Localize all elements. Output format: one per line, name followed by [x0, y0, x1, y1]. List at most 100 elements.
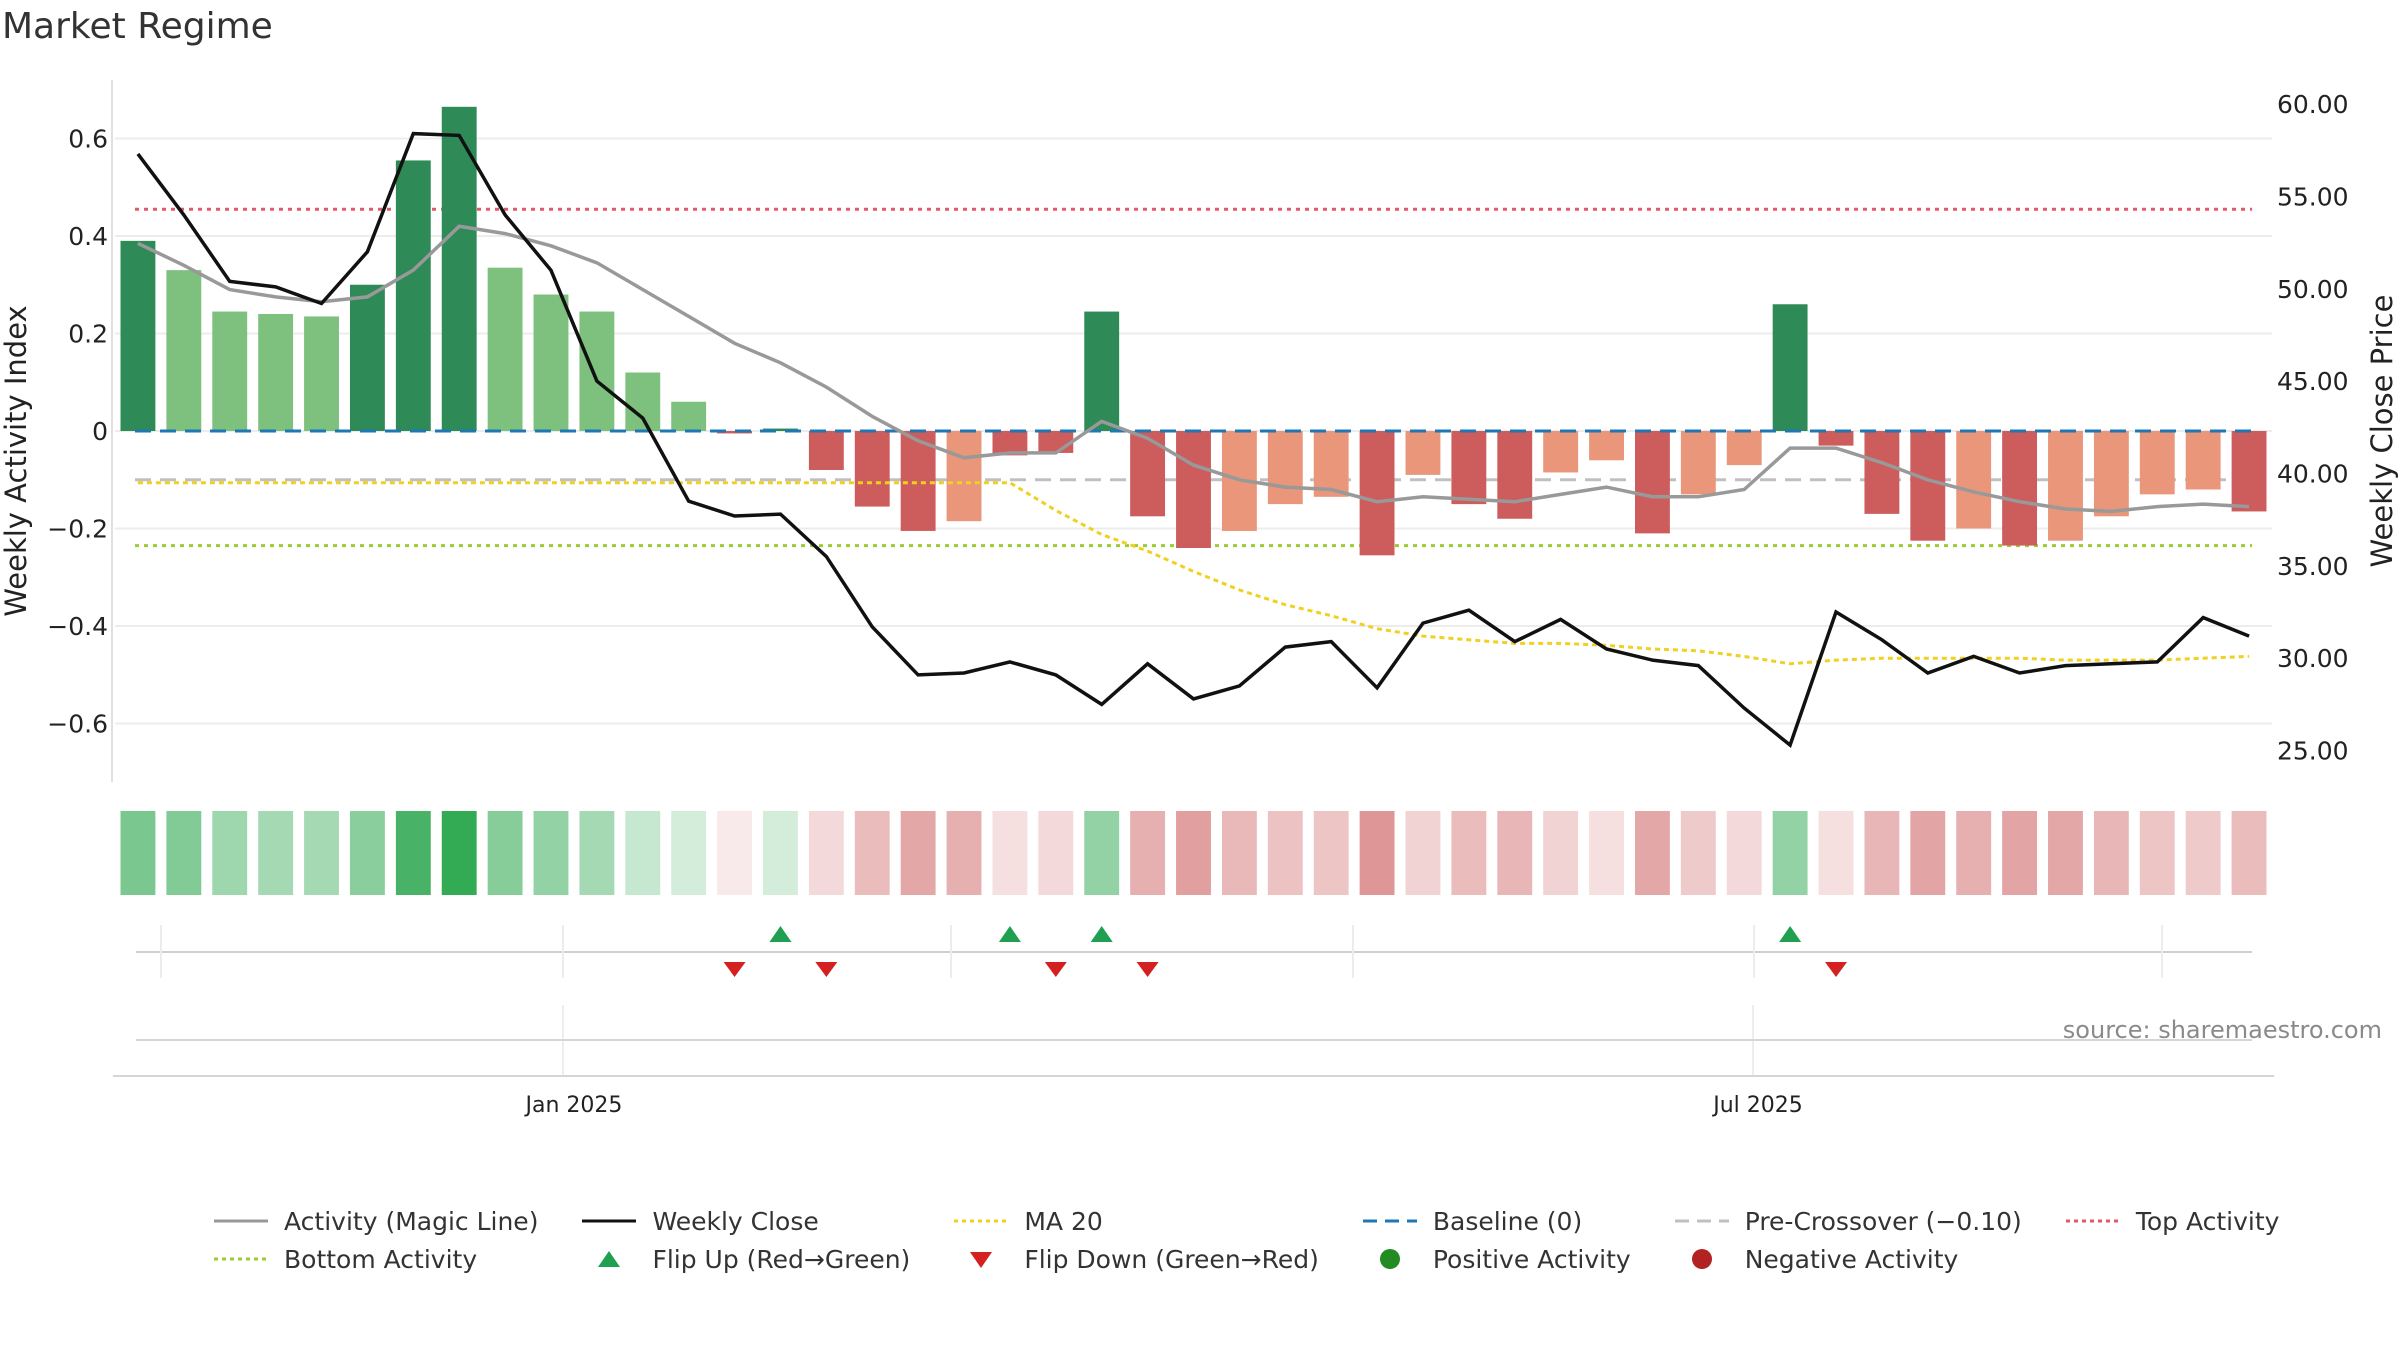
- market-regime-chart: −0.6 −0.4 −0.2 0 0.2 0.4 0.6 25.00 30.00 35.00 40.…: [0, 80, 2399, 1118]
- legend-label: Bottom Activity: [284, 1244, 478, 1274]
- legend-item: Weekly Close: [578, 1206, 910, 1236]
- activity-bar: [1038, 431, 1074, 453]
- regime-cell: [808, 811, 844, 895]
- flip-down-marker: [1044, 962, 1067, 977]
- activity-bar: [671, 401, 707, 431]
- regime-cell: [1497, 811, 1533, 895]
- activity-bar: [212, 311, 248, 431]
- legend-label: Pre-Crossover (−0.10): [1744, 1206, 2022, 1236]
- legend-swatch: [214, 1219, 268, 1223]
- legend-item: Activity (Magic Line): [210, 1206, 538, 1236]
- activity-bar: [349, 284, 385, 431]
- chart-title: Market Regime: [2, 6, 273, 47]
- regime-cell: [992, 811, 1028, 895]
- legend-item: Bottom Activity: [210, 1244, 538, 1274]
- activity-bar: [304, 316, 339, 431]
- activity-bar: [1589, 431, 1624, 461]
- activity-bar: [1910, 431, 1946, 541]
- activity-bar: [441, 106, 477, 431]
- activity-bar: [120, 240, 156, 431]
- regime-cell: [671, 811, 707, 895]
- legend-swatch: [1379, 1249, 1400, 1269]
- legend-label: Weekly Close: [652, 1206, 819, 1236]
- chart-legend: Activity (Magic Line) Weekly Close MA 20 Ba…: [210, 1206, 2330, 1274]
- y-tick-label: 0.4: [68, 222, 108, 251]
- regime-cell: [1772, 811, 1808, 895]
- weekly-close-line: [136, 131, 2250, 749]
- y-axis-label: Weekly Activity Index: [0, 305, 33, 616]
- regime-cell: [1176, 811, 1211, 895]
- y2-tick-label: 30.00: [2277, 644, 2349, 673]
- activity-bar: [166, 270, 202, 431]
- legend-label: Flip Down (Green→Red): [1024, 1244, 1319, 1274]
- regime-cell: [2002, 811, 2038, 895]
- y2-tick-label: 55.00: [2277, 182, 2349, 211]
- regime-cell: [1864, 811, 1900, 895]
- regime-cell: [854, 811, 890, 895]
- flip-up-marker: [998, 926, 1021, 942]
- magic-line: [137, 224, 2250, 514]
- legend-item: Positive Activity: [1359, 1244, 1631, 1274]
- regime-cell: [1267, 811, 1303, 895]
- activity-bar: [579, 311, 615, 431]
- legend-label: Positive Activity: [1432, 1244, 1631, 1274]
- regime-cell: [1221, 811, 1257, 895]
- legend-swatch: [1362, 1219, 1417, 1223]
- y2-tick-label: 40.00: [2277, 459, 2349, 488]
- regime-cell: [1130, 811, 1166, 895]
- y-tick-label: −0.6: [47, 710, 108, 739]
- activity-bar: [2002, 431, 2038, 546]
- legend-item: Flip Up (Red→Green): [578, 1244, 910, 1274]
- y2-axis-label: Weekly Close Price: [2365, 295, 2399, 568]
- regime-cell: [579, 811, 615, 895]
- regime-cell: [1359, 811, 1395, 895]
- y-tick-label: 0: [92, 417, 108, 446]
- legend-label: Negative Activity: [1744, 1244, 1959, 1274]
- legend-item: Flip Down (Green→Red): [950, 1244, 1319, 1274]
- legend-item: MA 20: [950, 1206, 1319, 1236]
- activity-bar: [854, 431, 890, 507]
- legend-swatch-mark: [1691, 1249, 1712, 1269]
- legend-swatch: [1674, 1219, 1729, 1223]
- flip-down-marker: [815, 962, 838, 977]
- activity-bar: [1634, 431, 1670, 534]
- legend-item: Pre-Crossover (−0.10): [1671, 1206, 2022, 1236]
- legend-swatch: [598, 1251, 621, 1267]
- legend-swatch-mark: [970, 1252, 993, 1268]
- activity-bar: [1680, 431, 1716, 495]
- legend-label: Baseline (0): [1432, 1206, 1583, 1236]
- activity-bar: [2231, 431, 2267, 512]
- regime-cell: [349, 811, 385, 895]
- legend-label: Activity (Magic Line): [284, 1206, 539, 1236]
- activity-bar: [1772, 304, 1808, 431]
- regime-cell: [1726, 811, 1762, 895]
- regime-cell: [487, 811, 523, 895]
- flip-down-marker: [1136, 962, 1159, 977]
- ma20-line: [137, 481, 2250, 666]
- regime-cell: [1680, 811, 1716, 895]
- y2-tick-label: 35.00: [2277, 552, 2349, 581]
- regime-cell: [2231, 811, 2267, 895]
- regime-cell: [166, 811, 202, 895]
- regime-cell: [1634, 811, 1670, 895]
- y2-tick-label: 60.00: [2277, 90, 2349, 119]
- y2-tick-label: 25.00: [2277, 737, 2349, 766]
- regime-cell: [1038, 811, 1074, 895]
- activity-bar: [2093, 431, 2129, 517]
- regime-cell: [120, 811, 156, 895]
- regime-cell: [946, 811, 982, 895]
- y-tick-label: −0.4: [47, 612, 108, 641]
- flip-down-marker: [723, 962, 746, 977]
- regime-cell: [2185, 811, 2221, 895]
- legend-swatch-mark: [1379, 1249, 1400, 1269]
- regime-cell: [304, 811, 339, 895]
- regime-cell: [717, 811, 753, 895]
- activity-bar: [1726, 431, 1762, 466]
- regime-cell: [1084, 811, 1120, 895]
- flip-up-marker: [1779, 926, 1802, 942]
- legend-swatch: [1691, 1249, 1712, 1269]
- regime-cell: [258, 811, 294, 895]
- activity-bar: [2185, 431, 2221, 490]
- activity-bar: [1818, 431, 1854, 446]
- activity-bar: [1084, 311, 1120, 431]
